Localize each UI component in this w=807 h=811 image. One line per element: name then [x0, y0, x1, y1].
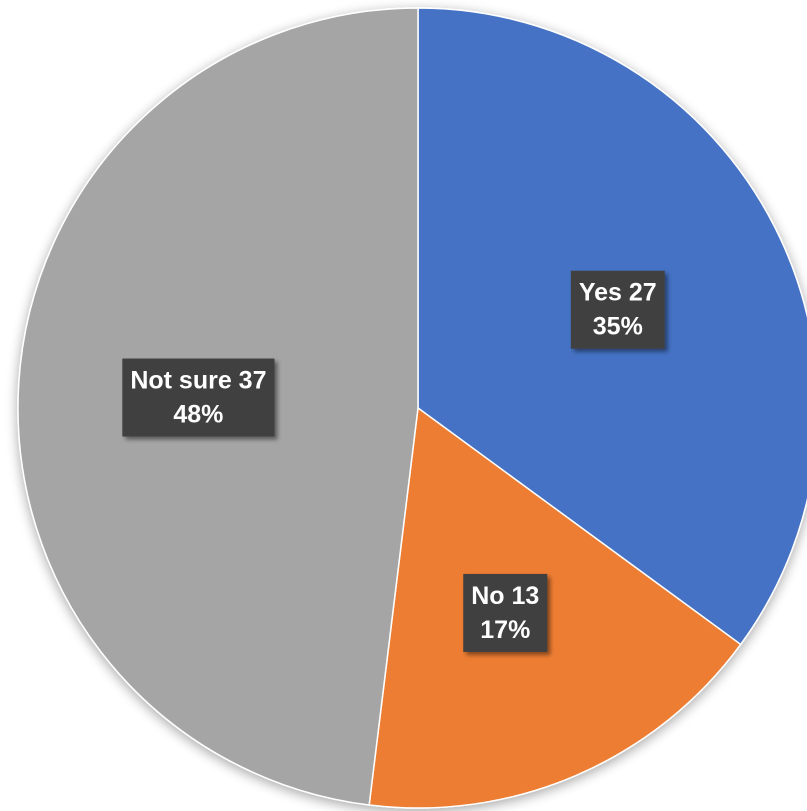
data-label-name-value: No 13	[471, 582, 539, 610]
data-label-percent: 35%	[593, 313, 643, 341]
data-label-name-value: Yes 27	[579, 279, 657, 307]
data-label-yes: Yes 27 35%	[570, 270, 665, 349]
data-label-percent: 48%	[173, 401, 223, 429]
pie-slices	[17, 7, 807, 809]
data-label-box	[463, 573, 548, 652]
data-label-name-value: Not sure 37	[130, 367, 266, 395]
data-label-box	[570, 270, 665, 349]
pie-slice-no	[368, 406, 742, 809]
data-label-percent: 17%	[480, 616, 530, 644]
data-label-box	[122, 358, 275, 437]
data-label-no: No 13 17%	[463, 573, 548, 652]
pie-data-labels: Yes 27 35% No 13 17% Not sure 37 48%	[122, 270, 665, 652]
data-label-not-sure: Not sure 37 48%	[122, 358, 275, 437]
